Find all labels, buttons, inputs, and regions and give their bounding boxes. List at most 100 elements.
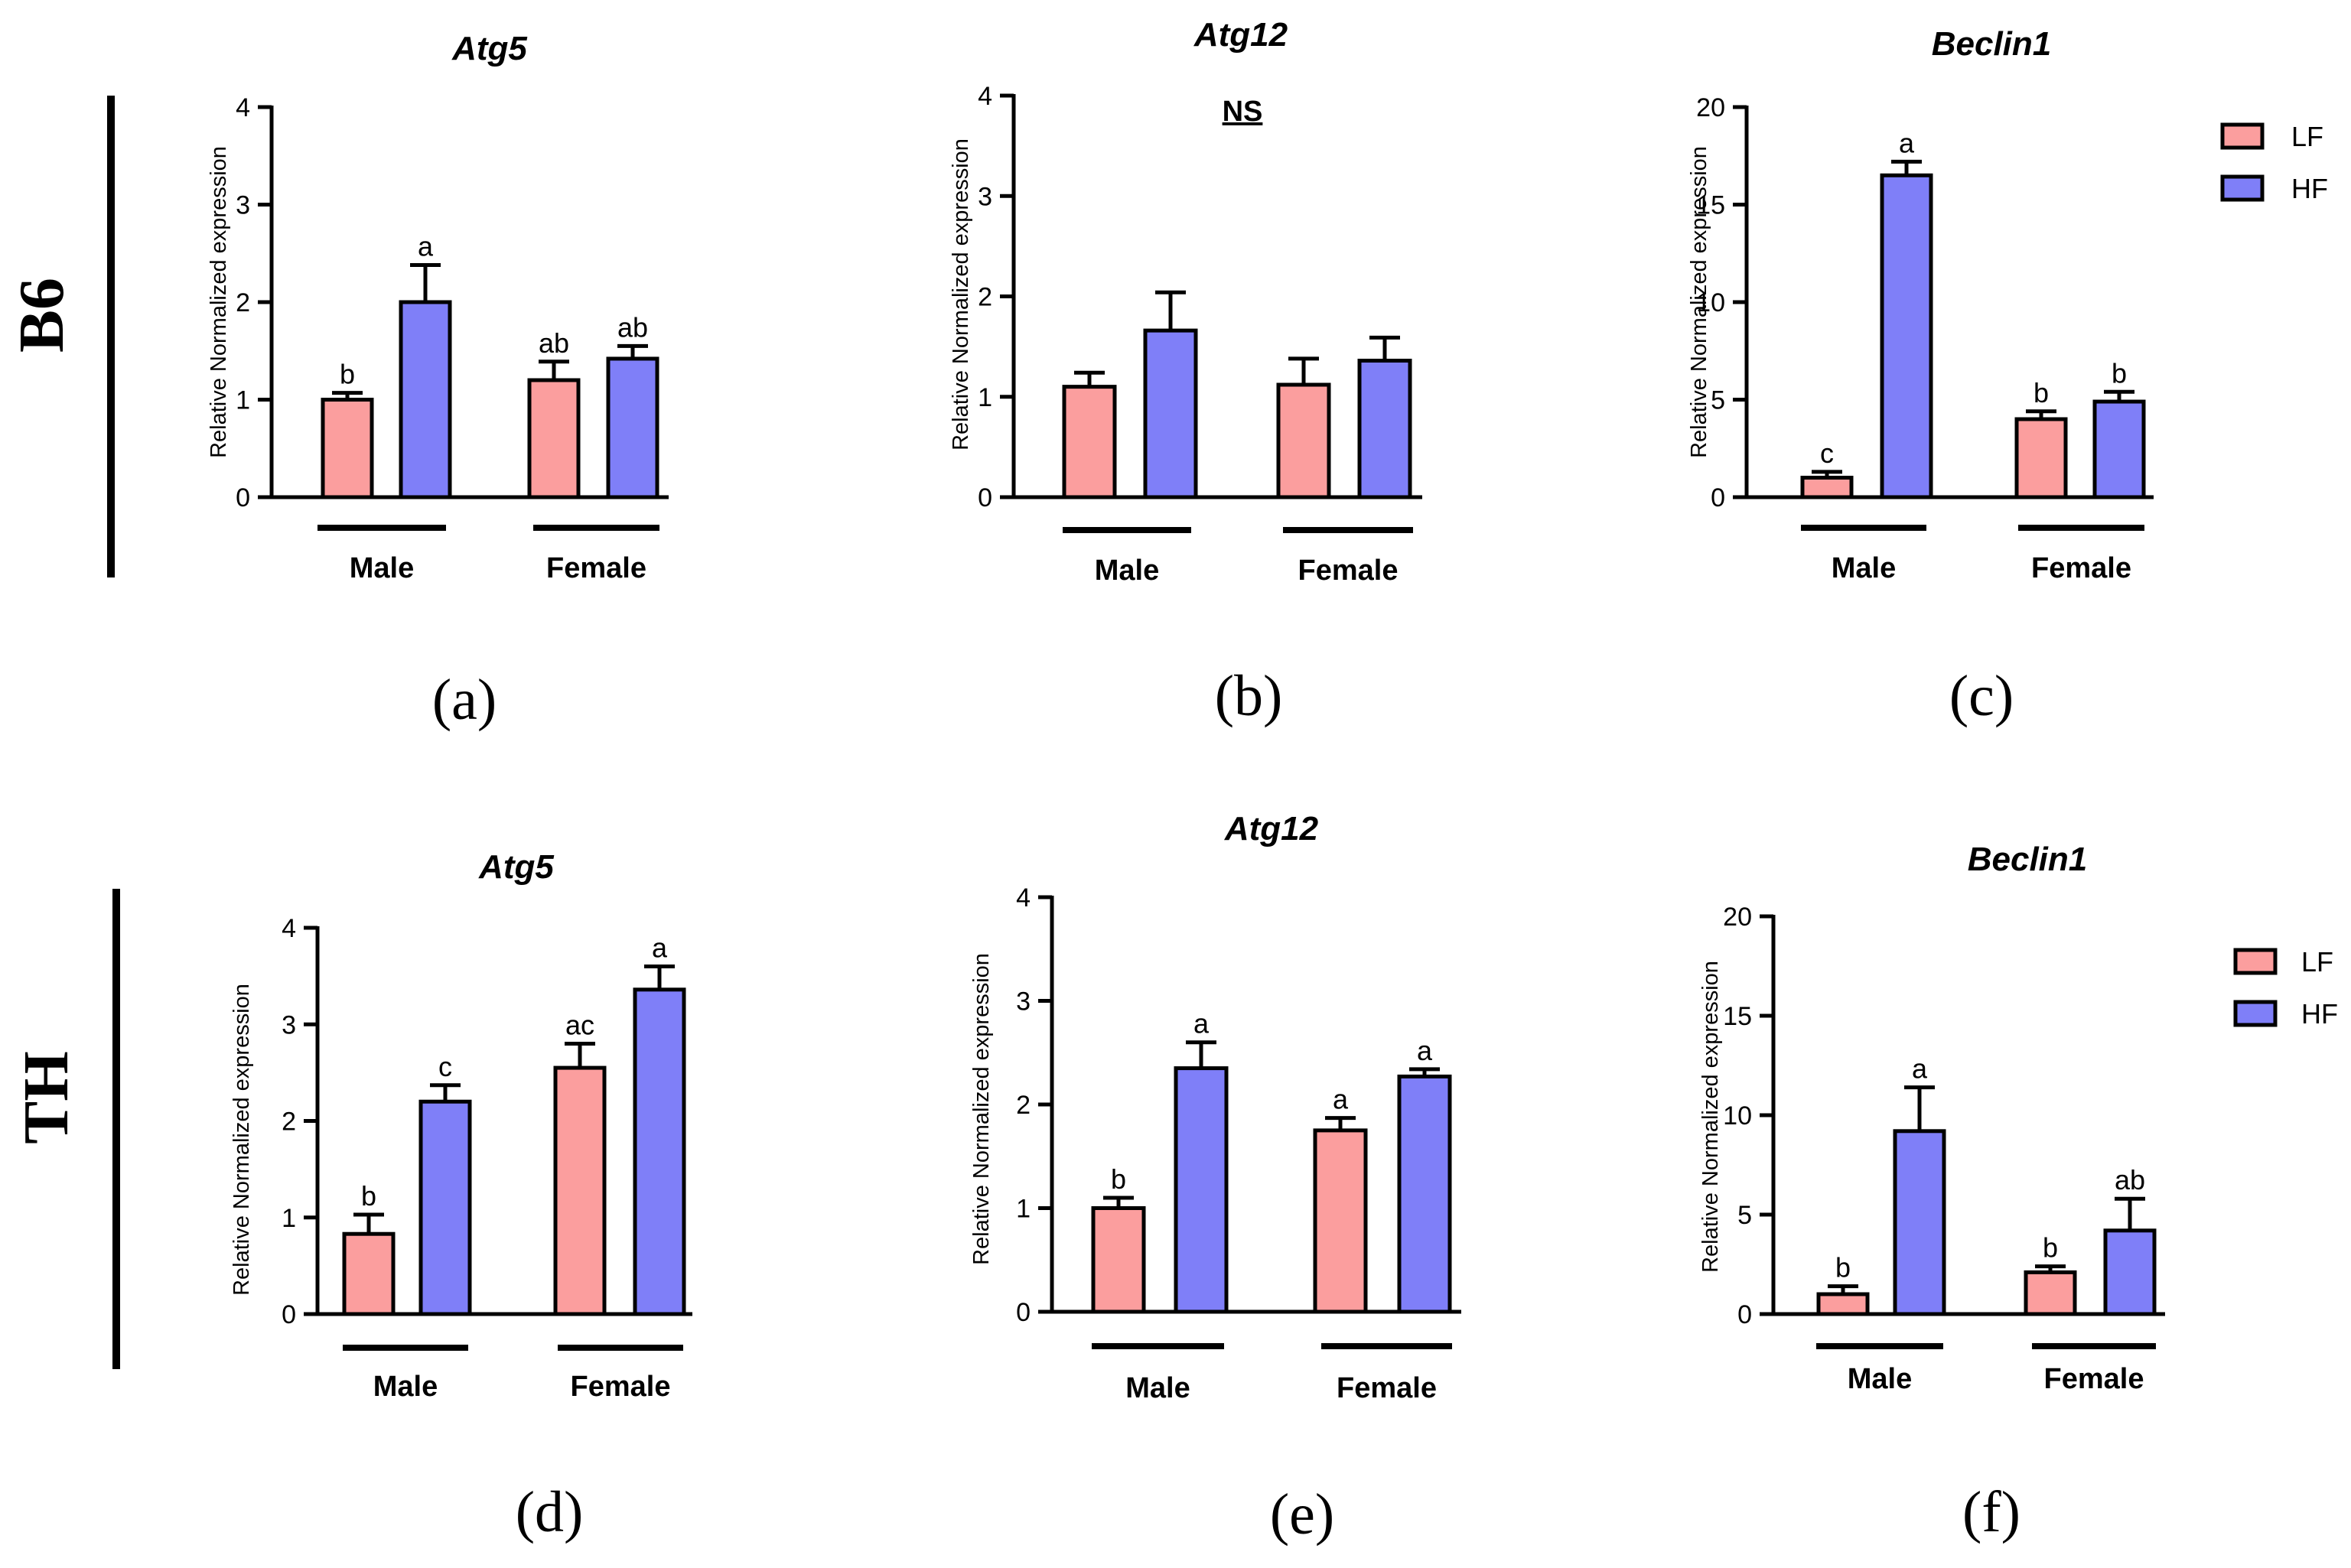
bar-hf-female [2103, 1228, 2157, 1316]
y-tick-label: 0 [978, 483, 992, 512]
group-label-female: Female [2044, 1363, 2144, 1395]
group-label-male: Male [1832, 552, 1896, 584]
bar-hf-male [399, 300, 452, 499]
y-axis-label: Relative Normalized expression [230, 984, 254, 1296]
y-tick-label: 0 [1016, 1298, 1031, 1327]
group-label-female: Female [1298, 555, 1399, 587]
chart-1: Atg5 Relative Normalized expression 0 1 2 3 4 b… [207, 30, 669, 732]
y-tick-label: 15 [1723, 1002, 1752, 1031]
charts: Atg5 Relative Normalized expression 0 1 2 3 4 b… [207, 16, 2338, 1547]
bar-lf-female [2014, 417, 2068, 499]
bar-lf-male [1091, 1206, 1146, 1314]
panel-label: (d) [516, 1480, 584, 1544]
group-label-male: Male [373, 1371, 438, 1403]
bar-hf-male [1893, 1129, 1946, 1316]
chart-title: Atg12 [1224, 810, 1319, 847]
y-tick-label: 0 [236, 483, 250, 512]
y-tick-label: 20 [1696, 93, 1725, 122]
y-axis-label: Relative Normalized expression [1687, 146, 1711, 458]
panel-label: (e) [1270, 1482, 1334, 1547]
bar-hf-male [1143, 328, 1198, 499]
group-label-female: Female [546, 552, 646, 584]
bar-hf-male [1880, 173, 1933, 499]
significance-label: b [2112, 357, 2127, 389]
group-label-female: Female [1337, 1372, 1437, 1404]
legend-swatch-lf [2220, 122, 2265, 150]
bar-hf-female [2092, 399, 2146, 499]
chart-2: Atg12 Relative Normalized expression 0 1 2 3 4… [949, 16, 1422, 728]
panel-label: (f) [1962, 1480, 2020, 1544]
y-tick-label: 4 [282, 914, 296, 943]
significance-label: ab [617, 311, 648, 343]
y-tick-label: 0 [1737, 1300, 1752, 1329]
panel-label: (a) [432, 668, 497, 732]
legend-label-hf: HF [2301, 998, 2338, 1030]
y-tick-label: 15 [1696, 191, 1725, 220]
legend-label-hf: HF [2291, 173, 2328, 204]
legend-swatch-hf [2220, 174, 2265, 202]
y-tick-label: 4 [1016, 883, 1031, 912]
panel-label: (c) [1949, 664, 2014, 728]
significance-label: ab [2115, 1164, 2145, 1196]
bar-lf-female [1276, 382, 1331, 499]
y-axis-label: Relative Normalized expression [949, 138, 973, 451]
y-tick-label: 20 [1723, 903, 1752, 932]
row-label-b6: B6 [6, 278, 77, 353]
legend-swatch-hf [2233, 1000, 2278, 1027]
y-tick-label: 4 [236, 93, 250, 122]
chart-title: Atg5 [451, 30, 527, 67]
bar-lf-male [321, 398, 374, 499]
y-tick-label: 2 [236, 288, 250, 317]
chart-title: Atg5 [478, 848, 554, 886]
significance-label: b [1835, 1252, 1851, 1283]
bar-lf-male [1062, 385, 1117, 499]
y-tick-label: 5 [1737, 1201, 1752, 1230]
chart-4: Atg5 Relative Normalized expression 0 1 2 3 4 b… [230, 848, 692, 1544]
y-tick-label: 10 [1723, 1101, 1752, 1130]
y-tick-label: 1 [236, 386, 250, 415]
group-label-male: Male [1848, 1363, 1912, 1395]
significance-label: b [2043, 1232, 2058, 1264]
group-label-male: Male [350, 552, 414, 584]
y-tick-label: 1 [1016, 1195, 1031, 1224]
bar-lf-male [1800, 476, 1854, 499]
significance-label: c [438, 1051, 452, 1082]
row-divider-th [112, 889, 120, 1369]
significance-label: ac [565, 1010, 594, 1041]
significance-label: b [361, 1180, 376, 1212]
bar-hf-female [1397, 1074, 1452, 1314]
y-axis-label: Relative Normalized expression [207, 146, 231, 458]
bar-lf-male [342, 1231, 396, 1316]
y-tick-label: 0 [1711, 483, 1725, 512]
y-axis-label: Relative Normalized expression [1698, 961, 1723, 1273]
bar-hf-female [606, 356, 659, 499]
row-label-th: TH [11, 1051, 82, 1143]
chart-title: Beclin1 [1932, 25, 2052, 63]
y-tick-label: 2 [978, 283, 992, 312]
significance-label: b [1111, 1163, 1126, 1195]
significance-label: c [1820, 438, 1834, 469]
significance-label: a [418, 231, 434, 262]
significance-label: a [1899, 127, 1915, 158]
y-tick-label: 3 [1016, 987, 1031, 1017]
bar-lf-male [1816, 1292, 1870, 1316]
panel-label: (b) [1215, 664, 1283, 728]
y-axis-label: Relative Normalized expression [969, 953, 994, 1265]
significance-label: b [2034, 377, 2049, 408]
chart-5: Atg12 Relative Normalized expression 0 1 2 3 4… [969, 810, 1461, 1547]
y-tick-label: 3 [978, 182, 992, 211]
group-label-female: Female [571, 1371, 671, 1403]
y-tick-label: 2 [282, 1108, 296, 1137]
y-tick-label: 4 [978, 82, 992, 111]
chart-title: Atg12 [1193, 16, 1288, 54]
y-tick-label: 0 [282, 1300, 296, 1329]
y-tick-label: 1 [978, 383, 992, 412]
row-divider-b6 [107, 96, 115, 577]
group-label-male: Male [1095, 555, 1159, 587]
significance-label: a [1193, 1008, 1210, 1039]
significance-label: ab [539, 327, 569, 359]
bar-lf-female [1313, 1128, 1368, 1314]
ns-annotation: NS [1223, 96, 1263, 128]
chart-3: Beclin1 Relative Normalized expression 0 5 1… [1687, 25, 2328, 728]
